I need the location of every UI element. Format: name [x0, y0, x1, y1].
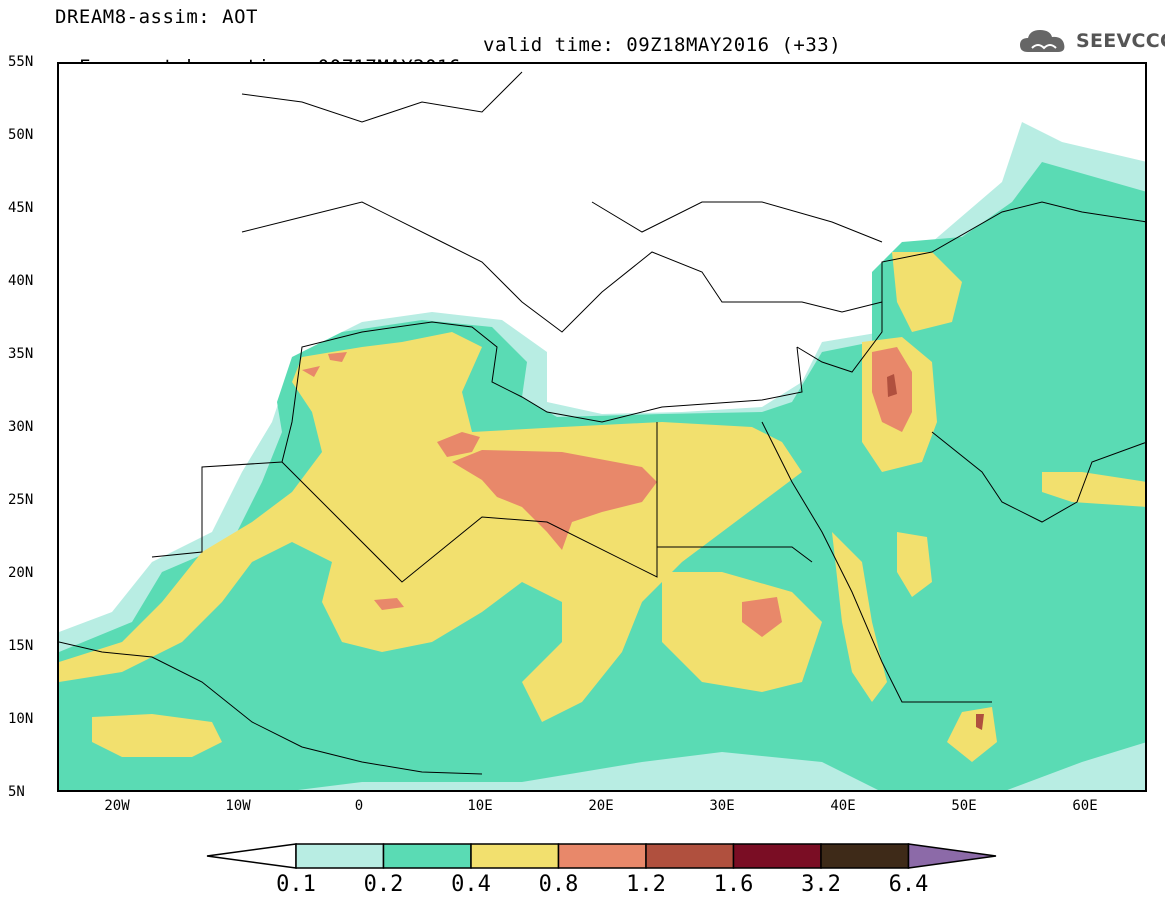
logo-text: SEEVCCC [1076, 30, 1165, 52]
lon-label: 20E [588, 798, 614, 814]
lon-label: 60E [1072, 798, 1098, 814]
aot-field [59, 64, 1145, 790]
colorbar [206, 843, 997, 869]
colorbar-label: 3.2 [801, 872, 841, 897]
lon-label: 10E [467, 798, 493, 814]
valid-time: valid time: 09Z18MAY2016 (+33) [483, 34, 842, 56]
lon-label: 0 [354, 798, 364, 814]
aot-band-0-8 [302, 347, 912, 637]
lat-label: 40N [8, 273, 34, 289]
colorbar-label: 0.8 [538, 872, 579, 897]
cloud-icon [1020, 30, 1065, 52]
lat-label: 45N [8, 200, 34, 216]
colorbar-box-4 [557, 843, 647, 869]
colorbar-box-2 [382, 843, 472, 869]
colorbar-label: 0.4 [451, 872, 491, 897]
aot-band-1-2 [887, 374, 984, 730]
coastlines [59, 71, 1145, 775]
lat-label: 25N [8, 492, 34, 508]
colorbar-box-1 [295, 843, 385, 869]
aot-band-0-4 [59, 252, 1145, 762]
colorbar-label: 0.1 [276, 872, 316, 897]
lon-label: 10W [225, 798, 251, 814]
lat-label: 20N [8, 565, 34, 581]
colorbar-box-3 [470, 843, 560, 869]
colorbar-label: 1.6 [713, 872, 754, 897]
map-title: DREAM8-assim: AOT [55, 6, 258, 28]
colorbar-label: 0.2 [363, 872, 404, 897]
lat-label: 30N [8, 419, 34, 435]
lon-label: 30E [709, 798, 735, 814]
lon-label: 20W [104, 798, 130, 814]
colorbar-label: 6.4 [888, 872, 929, 897]
colorbar-box-7 [820, 843, 910, 869]
lon-label: 40E [830, 798, 856, 814]
lat-label: 55N [8, 54, 34, 70]
lat-label: 5N [8, 784, 25, 800]
lat-label: 10N [8, 711, 34, 727]
lat-label: 15N [8, 638, 34, 654]
colorbar-under-triangle [206, 843, 297, 869]
lon-label: 50E [951, 798, 977, 814]
aot-map [57, 62, 1147, 792]
colorbar-over-triangle [907, 843, 997, 869]
lat-label: 50N [8, 127, 34, 143]
colorbar-label: 1.2 [626, 872, 666, 897]
lat-label: 35N [8, 346, 34, 362]
seevccc-logo: SEEVCCC [1018, 26, 1165, 56]
colorbar-box-6 [732, 843, 822, 869]
colorbar-box-5 [645, 843, 735, 869]
